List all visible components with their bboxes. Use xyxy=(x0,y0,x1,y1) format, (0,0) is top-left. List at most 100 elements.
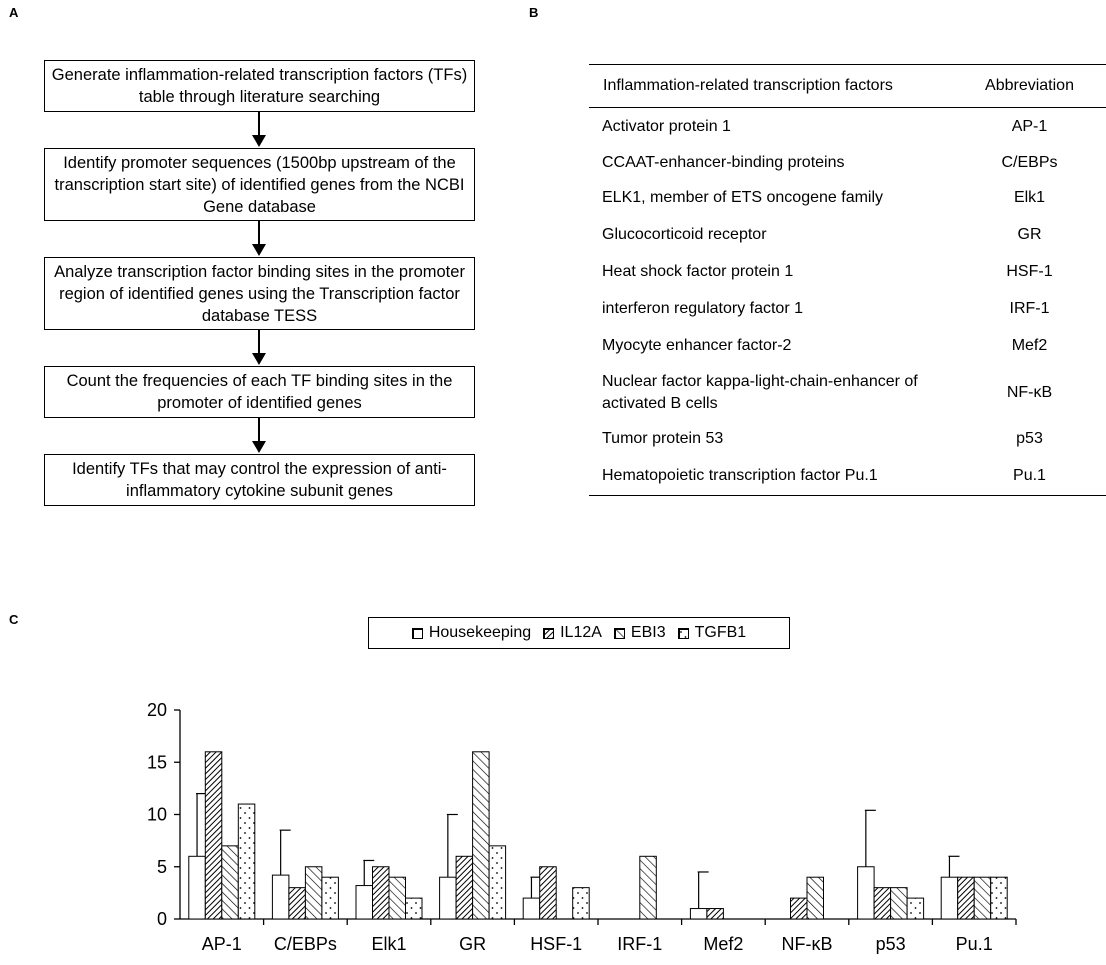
tf-abbr: AP-1 xyxy=(1011,117,1048,135)
flow-step-4: Count the frequencies of each TF binding… xyxy=(44,366,475,418)
tf-abbr: IRF-1 xyxy=(1009,300,1050,317)
flow-arrow-2 xyxy=(252,221,266,256)
legend-item-ebi3: EBI3 xyxy=(613,624,666,642)
table-row: Activator protein 1 AP-1 xyxy=(589,108,1106,146)
tf-name: Hematopoietic transcription factor Pu.1 xyxy=(589,457,952,496)
bar xyxy=(539,866,557,920)
bar xyxy=(472,751,490,920)
flow-arrow-3 xyxy=(252,330,266,365)
bar xyxy=(439,876,457,920)
bar xyxy=(204,751,223,920)
flow-step-5: Identify TFs that may control the expres… xyxy=(44,454,475,506)
bar xyxy=(790,897,808,920)
bar xyxy=(405,897,423,920)
flow-arrow-4 xyxy=(252,418,266,453)
tf-name: interferon regulatory factor 1 xyxy=(602,300,803,317)
tf-abbr: C/EBPs xyxy=(1001,153,1058,171)
y-tick-label: 10 xyxy=(147,805,167,825)
tf-name: Tumor protein 53 xyxy=(602,430,724,447)
x-tick-label: HSF-1 xyxy=(530,934,582,954)
flow-step-1-text: Generate inflammation-related transcript… xyxy=(51,66,468,106)
table-row: Heat shock factor protein 1 HSF-1 xyxy=(589,254,1106,291)
chart-legend: Housekeeping IL12A EBI3 TGFB1 xyxy=(368,617,790,649)
bar xyxy=(689,908,708,920)
legend-label: IL12A xyxy=(560,624,602,641)
tf-table: Inflammation-related transcription facto… xyxy=(589,64,1106,496)
header-abbreviation: Abbreviation xyxy=(952,64,1106,108)
y-tick-label: 20 xyxy=(147,700,167,720)
tf-name: Nuclear factor kappa-light-chain-enhance… xyxy=(602,372,918,412)
bar xyxy=(639,855,657,920)
legend-item-housekeeping: Housekeeping xyxy=(411,624,532,642)
flow-step-2: Identify promoter sequences (1500bp upst… xyxy=(44,148,475,221)
flow-step-2-text: Identify promoter sequences (1500bp upst… xyxy=(54,153,465,216)
x-tick-label: IRF-1 xyxy=(617,934,662,954)
legend-item-tgfb1: TGFB1 xyxy=(677,624,747,642)
tf-name: Glucocorticoid receptor xyxy=(602,226,767,243)
panel-a-label: A xyxy=(9,5,19,20)
x-tick-label: AP-1 xyxy=(202,934,242,954)
bar xyxy=(957,876,975,920)
tf-abbr: NF-κB xyxy=(1006,383,1053,401)
bar xyxy=(488,845,507,920)
bar xyxy=(304,866,323,920)
flow-step-1: Generate inflammation-related transcript… xyxy=(44,60,475,112)
legend-swatch-plain xyxy=(411,627,423,639)
table-row: Myocyte enhancer factor-2 Mef2 xyxy=(589,328,1106,365)
bar xyxy=(388,876,406,920)
bar xyxy=(706,908,724,920)
x-tick-label: Pu.1 xyxy=(956,934,993,954)
table-header-row: Inflammation-related transcription facto… xyxy=(589,64,1106,108)
tf-name: Myocyte enhancer factor-2 xyxy=(602,337,792,354)
bar xyxy=(188,855,206,920)
tf-name: CCAAT-enhancer-binding proteins xyxy=(602,153,845,171)
bar xyxy=(990,876,1008,920)
chart-layer: 0 5 10 15 20 AP-1 C/EBPs Elk1 GR HSF-1 IRF-1 Mef2 NF… xyxy=(147,700,1017,954)
bar xyxy=(221,845,239,920)
bar xyxy=(372,866,390,920)
y-tick-label: 0 xyxy=(157,909,167,929)
flow-arrow-1 xyxy=(252,112,266,147)
tf-abbr: Pu.1 xyxy=(952,457,1106,496)
legend-item-il12a: IL12A xyxy=(543,624,602,642)
bar xyxy=(890,887,908,920)
x-tick-label: p53 xyxy=(876,934,906,954)
bar xyxy=(522,897,541,920)
table-row: interferon regulatory factor 1 IRF-1 xyxy=(589,291,1106,328)
legend-label: Housekeeping xyxy=(428,624,532,641)
tf-abbr: Elk1 xyxy=(1013,189,1046,206)
legend-label: EBI3 xyxy=(630,624,666,641)
bar xyxy=(271,874,290,920)
tf-name: ELK1, member of ETS oncogene family xyxy=(602,189,884,206)
x-tick-label: C/EBPs xyxy=(274,934,337,954)
y-tick-label: 5 xyxy=(157,857,167,877)
table-row: ELK1, member of ETS oncogene family Elk1 xyxy=(589,180,1106,217)
bar xyxy=(288,887,306,920)
panel-c-label: C xyxy=(9,612,19,627)
x-tick-label: NF-κB xyxy=(782,934,833,954)
flow-step-5-text: Identify TFs that may control the expres… xyxy=(72,460,447,500)
table-row: Hematopoietic transcription factor Pu.1 P… xyxy=(589,457,1106,496)
flow-step-3-text: Analyze transcription factor binding sit… xyxy=(54,262,465,325)
table-row: Nuclear factor kappa-light-chain-enhance… xyxy=(589,365,1106,421)
tf-name: Activator protein 1 xyxy=(602,117,731,135)
bar xyxy=(455,855,474,920)
bar xyxy=(321,876,339,920)
tf-abbr: Mef2 xyxy=(1011,337,1048,354)
bar xyxy=(857,866,875,920)
legend-swatch-dense-hatch xyxy=(543,627,555,639)
legend-label: TGFB1 xyxy=(694,624,747,641)
bar xyxy=(355,885,373,920)
x-tick-label: Mef2 xyxy=(703,934,743,954)
panel-b-label: B xyxy=(529,5,539,20)
legend-swatch-dots xyxy=(677,627,689,639)
bar xyxy=(940,876,959,920)
bar xyxy=(806,876,824,920)
flow-step-4-text: Count the frequencies of each TF binding… xyxy=(66,372,453,412)
table-row: CCAAT-enhancer-binding proteins C/EBPs xyxy=(589,146,1106,180)
tf-abbr: GR xyxy=(1017,226,1042,243)
y-tick-label: 15 xyxy=(147,752,167,772)
table-row: Tumor protein 53 p53 xyxy=(589,421,1106,458)
tf-name: Heat shock factor protein 1 xyxy=(602,263,794,280)
bar xyxy=(973,876,992,920)
